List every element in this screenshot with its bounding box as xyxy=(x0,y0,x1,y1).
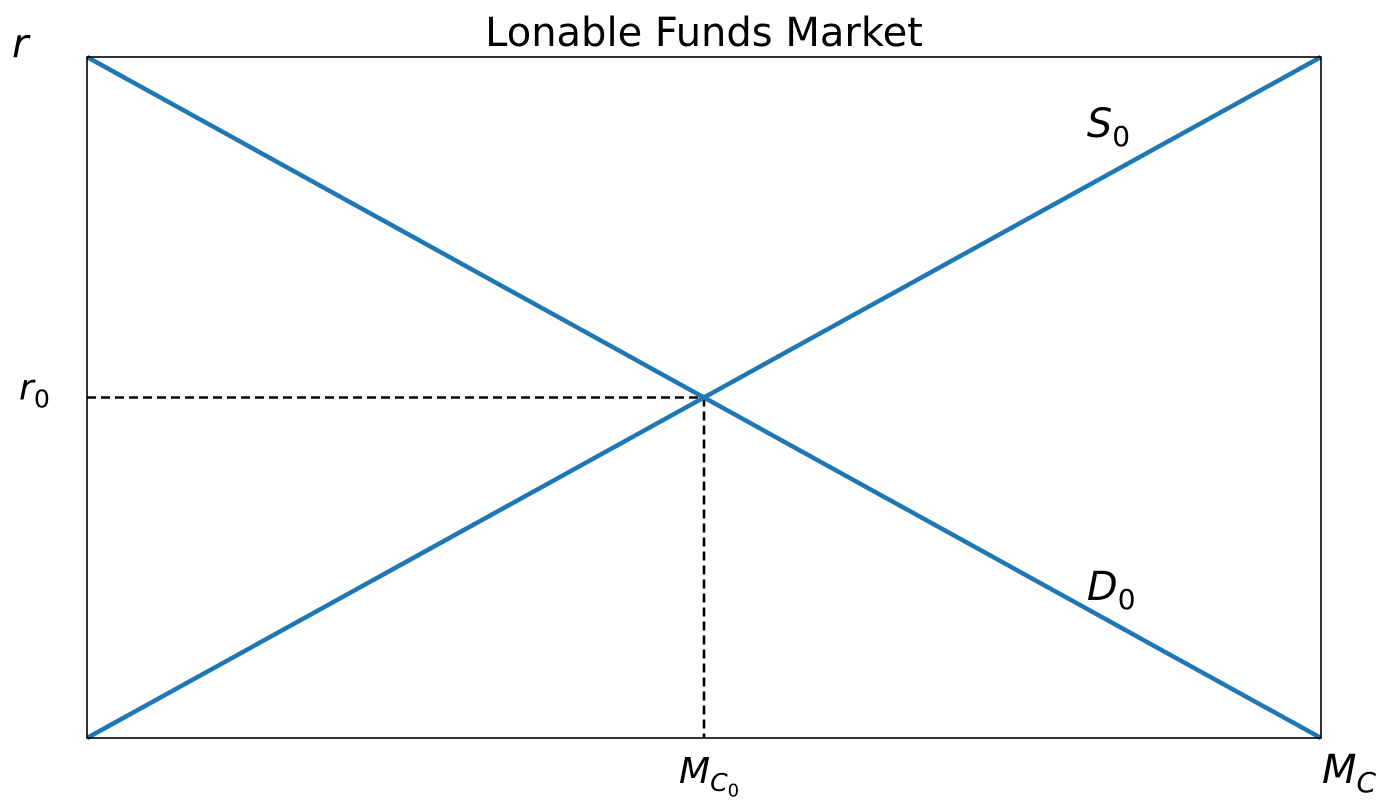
curve-d0 xyxy=(85,55,1323,740)
chart-title: Lonable Funds Market xyxy=(485,10,923,56)
plot-area xyxy=(85,55,1323,740)
y-tick-label-r0: r0 xyxy=(19,368,50,414)
y-axis-label: r xyxy=(12,21,31,67)
series-label-d0: D0 xyxy=(1087,564,1136,616)
axis-labels: S0 D0 r MC r0 MC0 xyxy=(12,21,1377,802)
plot-frame xyxy=(86,56,1322,739)
x-tick-label-mc0: MC0 xyxy=(679,751,739,802)
series-label-s0: S0 xyxy=(1087,101,1130,153)
x-axis-label: MC xyxy=(1322,747,1377,799)
